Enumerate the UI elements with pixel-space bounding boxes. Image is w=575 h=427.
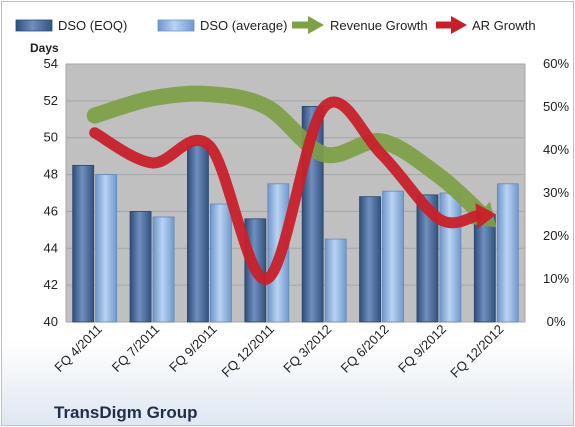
legend-label-dso-eoq: DSO (EOQ) <box>58 18 127 33</box>
line-ar-growth[interactable] <box>89 96 482 285</box>
y-tick-label: 54 <box>44 56 58 71</box>
x-tick-label: FQ 6/2012 <box>338 322 392 376</box>
y-tick-label: 42 <box>44 277 58 292</box>
line-revenue-growth[interactable] <box>86 85 488 221</box>
bar-dso-eoq[interactable] <box>187 144 209 323</box>
y2-tick-label: 30% <box>543 185 569 200</box>
legend-item-dso-eoq[interactable]: DSO (EOQ) <box>15 18 127 33</box>
company-name: TransDigm Group <box>54 403 198 422</box>
legend-item-ar-growth[interactable]: AR Growth <box>436 16 536 34</box>
bar-dso-eoq[interactable] <box>473 214 496 323</box>
legend-swatch-dso-average <box>157 19 195 32</box>
x-tick-label: FQ 7/2011 <box>109 322 162 375</box>
x-tick-label: FQ 9/2011 <box>166 322 219 375</box>
bar-dso-average[interactable] <box>439 192 462 323</box>
legend-label-ar-growth: AR Growth <box>472 18 536 33</box>
y2-tick-label: 10% <box>543 271 569 286</box>
y-axis-title: Days <box>30 41 59 55</box>
bar-dso-average[interactable] <box>95 174 118 323</box>
legend-arrow-revenue-growth <box>292 16 324 34</box>
y2-axis-ticks: 0% 10% 20% 30% 40% 50% 60% <box>543 56 569 329</box>
legend-arrow-ar-growth <box>436 16 467 34</box>
legend-swatch-dso-eoq <box>15 19 53 32</box>
x-tick-label: FQ 12/2012 <box>447 322 506 381</box>
x-tick-label: FQ 12/2011 <box>218 322 276 380</box>
x-tick-label: FQ 4/2011 <box>51 322 104 375</box>
legend-label-dso-average: DSO (average) <box>200 18 287 33</box>
legend-item-revenue-growth[interactable]: Revenue Growth <box>292 16 428 34</box>
y2-tick-label: 50% <box>543 99 569 114</box>
legend-item-dso-average[interactable]: DSO (average) <box>157 18 287 33</box>
x-tick-label: FQ 3/2012 <box>280 322 334 376</box>
y2-tick-label: 60% <box>543 56 569 71</box>
bar-dso-average[interactable] <box>210 203 232 323</box>
legend-label-revenue-growth: Revenue Growth <box>330 18 428 33</box>
y-tick-label: 50 <box>44 130 58 145</box>
bar-dso-average[interactable] <box>324 238 347 323</box>
legend: DSO (EOQ) DSO (average) Revenue Growth A… <box>15 16 536 34</box>
bar-dso-eoq[interactable] <box>416 194 439 323</box>
bar-dso-average[interactable] <box>152 216 175 323</box>
bar-dso-eoq[interactable] <box>129 211 152 323</box>
y-tick-label: 52 <box>44 93 58 108</box>
y2-tick-label: 20% <box>543 228 569 243</box>
y-tick-label: 46 <box>44 203 58 218</box>
line-ar-growth-group <box>89 96 497 285</box>
y-tick-label: 48 <box>44 167 58 182</box>
bar-dso-average[interactable] <box>382 190 404 323</box>
line-series <box>86 85 497 285</box>
line-ar-growth-arrowhead <box>475 203 497 229</box>
y2-tick-label: 40% <box>543 142 569 157</box>
bar-dso-eoq[interactable] <box>359 196 381 323</box>
y-tick-label: 40 <box>44 314 58 329</box>
y-tick-label: 44 <box>44 240 58 255</box>
y-axis-ticks: 40 42 44 46 48 50 52 54 <box>44 56 58 329</box>
bar-dso-eoq[interactable] <box>72 164 95 323</box>
bar-dso-average[interactable] <box>496 183 519 323</box>
y2-tick-label: 0% <box>547 314 566 329</box>
x-tick-label: FQ 9/2012 <box>395 322 449 376</box>
